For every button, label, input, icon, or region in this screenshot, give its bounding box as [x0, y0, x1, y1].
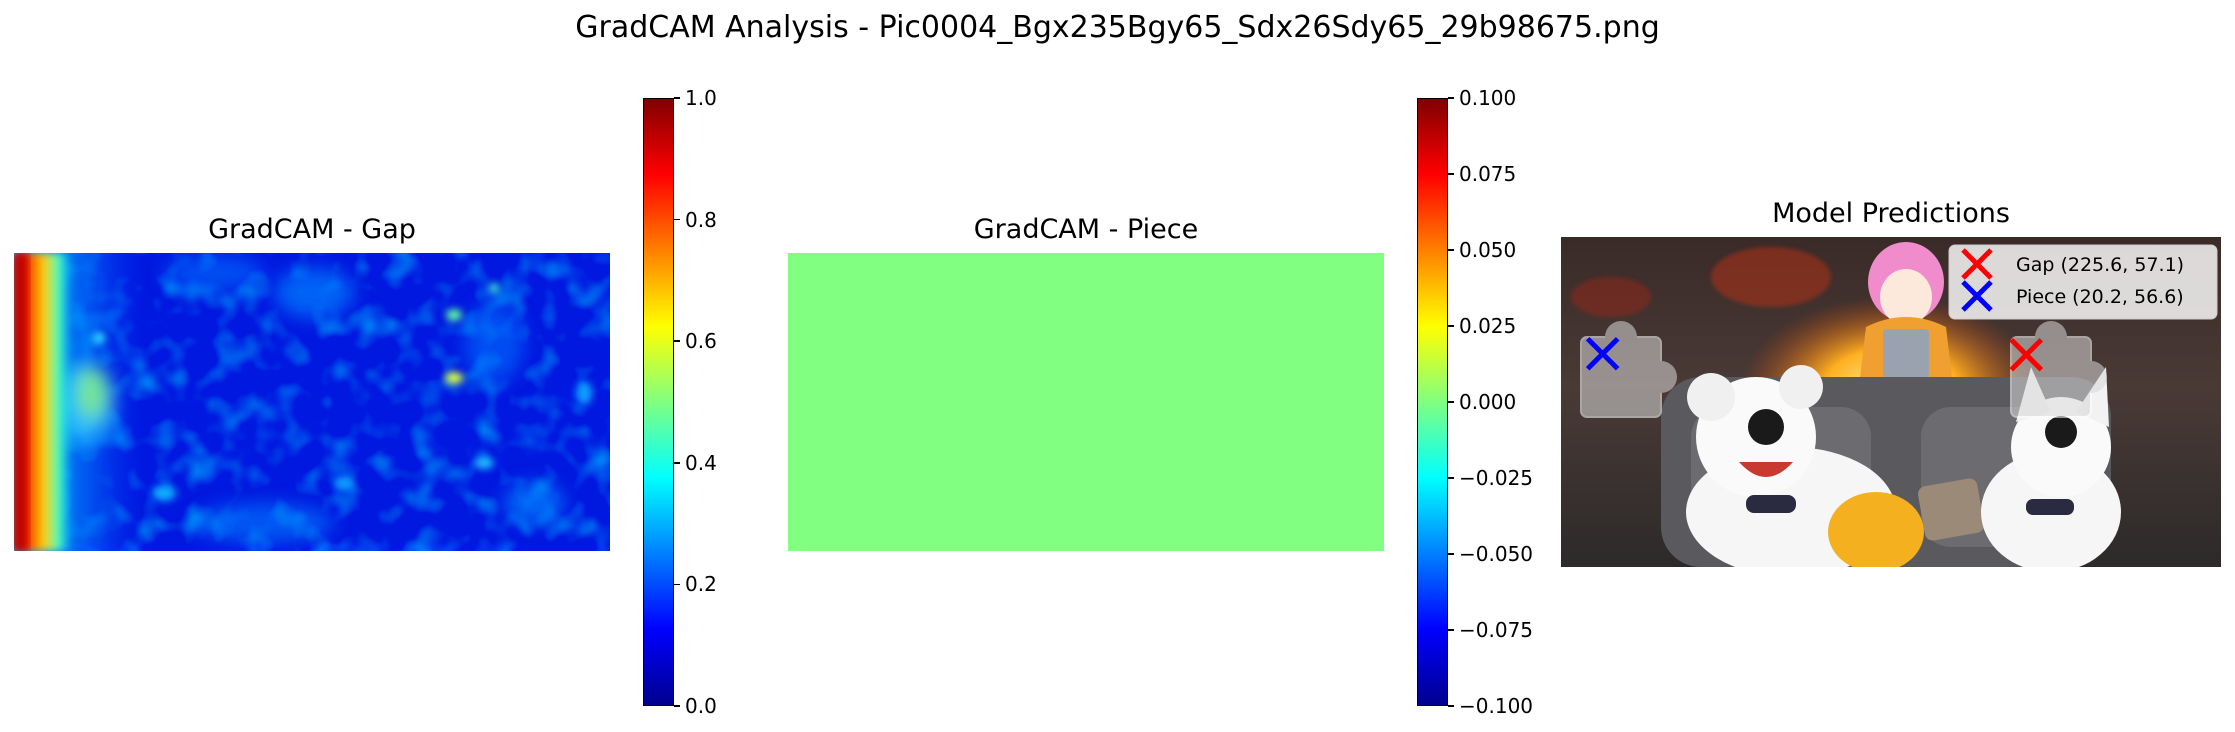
colorbar-tick-mark [674, 583, 680, 586]
figure-title: GradCAM Analysis - Pic0004_Bgx235Bgy65_S… [575, 10, 1660, 45]
pillow-illustration [1918, 478, 1985, 541]
legend-piece-label: Piece (20.2, 56.6) [2016, 286, 2184, 308]
colorbar-tick-label: 0.2 [685, 572, 717, 597]
colorbar-tick-mark [674, 340, 680, 342]
gap-prediction-marker [2009, 338, 2044, 372]
colorbar-tick-label: −0.025 [1459, 466, 1534, 490]
piece-prediction-marker [1585, 336, 1620, 371]
colorbar-tick-label: 0.4 [685, 450, 717, 475]
colorbar-tick-mark [1448, 477, 1454, 479]
colorbar-tick-mark [674, 462, 680, 464]
gap-panel-title: GradCAM - Gap [208, 214, 416, 245]
colorbar-tick-label: −0.050 [1459, 542, 1534, 566]
white-bear-left-illustration [1686, 365, 1924, 567]
colorbar-tick-label: −0.075 [1459, 618, 1534, 642]
colorbar-tick-mark [674, 97, 680, 99]
colorbar-tick-mark [1448, 97, 1454, 99]
prediction-image: Gap (225.6, 57.1) Piece (20.2, 56.6) [1561, 237, 2221, 567]
colorbar-tick-label: 0.025 [1459, 314, 1517, 338]
colorbar-tick-label: 0.000 [1459, 390, 1517, 414]
colorbar-tick-label: 0.6 [685, 329, 717, 354]
piece-panel-title: GradCAM - Piece [973, 214, 1199, 245]
gap-colorbar [643, 98, 674, 706]
legend-gap-label: Gap (225.6, 57.1) [2016, 254, 2184, 276]
piece-colorbar [1417, 98, 1448, 706]
colorbar-tick-label: 0.075 [1459, 162, 1517, 186]
piece-heatmap [788, 253, 1384, 551]
colorbar-tick-mark [1448, 553, 1454, 555]
colorbar-tick-label: −0.100 [1459, 694, 1534, 718]
colorbar-tick-mark [1448, 705, 1454, 707]
colorbar-tick-mark [674, 218, 680, 221]
colorbar-tick-label: 0.100 [1459, 86, 1517, 110]
colorbar-tick-mark [674, 705, 680, 707]
colorbar-tick-mark [1448, 629, 1454, 631]
colorbar-tick-mark [1448, 401, 1454, 403]
colorbar-tick-label: 0.0 [685, 694, 717, 718]
legend-piece-marker [1961, 280, 1993, 312]
gap-heatmap [14, 253, 610, 551]
colorbar-tick-mark [1448, 173, 1454, 175]
colorbar-tick-label: 0.8 [685, 207, 717, 232]
white-dog-right-illustration [1981, 367, 2121, 567]
colorbar-tick-mark [1448, 249, 1454, 251]
legend-gap-marker [1961, 248, 1993, 280]
colorbar-tick-mark [1448, 325, 1454, 327]
predictions-legend: Gap (225.6, 57.1) Piece (20.2, 56.6) [1948, 244, 2218, 320]
predictions-panel-title: Model Predictions [1772, 198, 2010, 229]
colorbar-tick-label: 0.050 [1459, 238, 1517, 262]
colorbar-tick-label: 1.0 [685, 86, 717, 110]
